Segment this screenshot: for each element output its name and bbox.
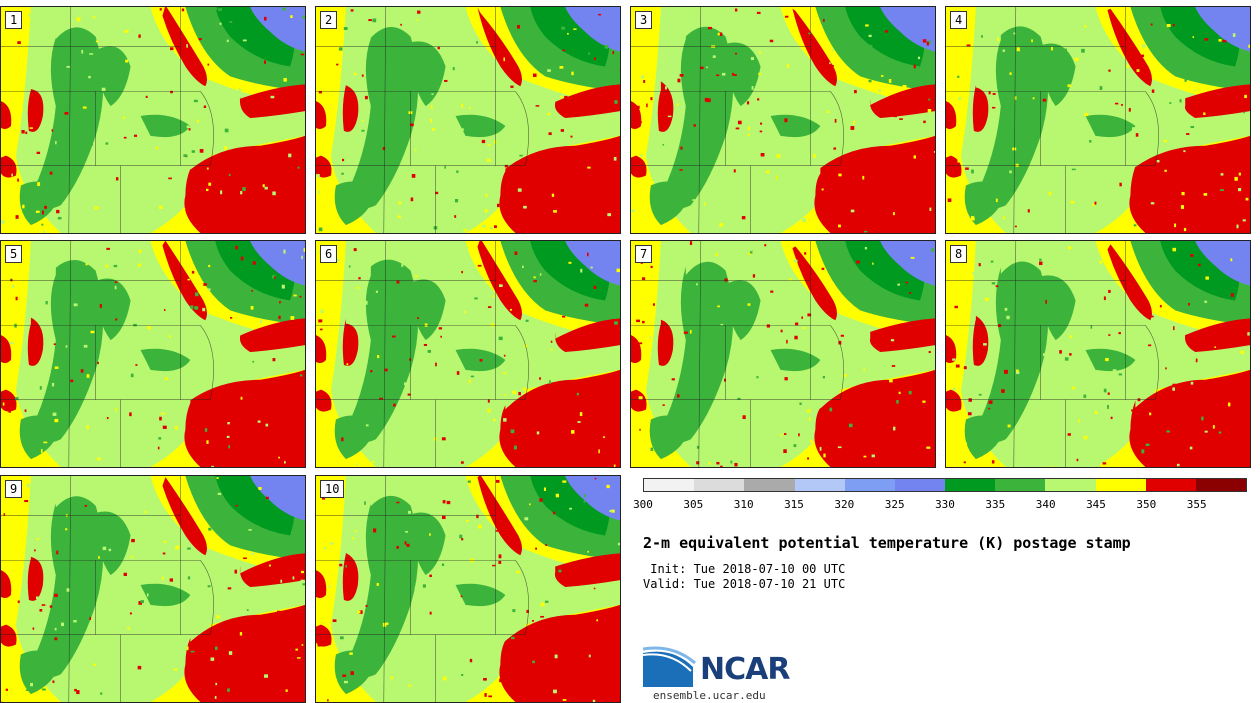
postage-stamp-panel-7: 7 — [630, 240, 936, 468]
postage-stamp-panel-3: 3 — [630, 6, 936, 234]
postage-stamp-panel-5: 5 — [0, 240, 306, 468]
time-info: Init: Tue 2018-07-10 00 UTC Valid: Tue 20… — [643, 562, 845, 592]
colorbar-swatch — [794, 479, 845, 491]
colorbar-swatch — [694, 479, 745, 491]
logo-url[interactable]: ensemble.ucar.edu — [653, 689, 766, 702]
colorbar-tick-label: 355 — [1186, 498, 1207, 511]
panel-label: 5 — [5, 245, 23, 263]
colorbar-swatch — [744, 479, 795, 491]
map-9 — [1, 476, 305, 702]
colorbar-swatch — [1195, 479, 1247, 491]
colorbar-tick-label: 300 — [633, 498, 653, 511]
colorbar-tick-label: 330 — [935, 498, 955, 511]
colorbar-tick-label: 345 — [1086, 498, 1106, 511]
colorbar-swatch — [1145, 479, 1196, 491]
colorbar-swatch — [1045, 479, 1096, 491]
panel-label: 9 — [5, 480, 23, 498]
colorbar-swatch — [945, 479, 996, 491]
map-7 — [631, 241, 935, 467]
map-1 — [1, 7, 305, 233]
colorbar-swatch — [894, 479, 946, 491]
colorbar-tick-label: 310 — [733, 498, 754, 511]
panel-label: 4 — [950, 11, 968, 29]
postage-stamp-panel-1: 1 — [0, 6, 306, 234]
colorbar-ticks: 300 305 310 315 320 325 330 335 340 345 350 355 — [633, 498, 1247, 514]
init-time: Init: Tue 2018-07-10 00 UTC — [643, 562, 846, 576]
panel-label: 10 — [320, 480, 345, 498]
colorbar-swatch — [1095, 479, 1146, 491]
panel-label: 2 — [320, 11, 338, 29]
postage-stamp-panel-2: 2 — [315, 6, 621, 234]
postage-stamp-panel-8: 8 — [945, 240, 1251, 468]
panel-label: 6 — [320, 245, 338, 263]
map-2 — [316, 7, 620, 233]
colorbar-tick-label: 340 — [1035, 498, 1056, 511]
map-10 — [316, 476, 620, 702]
map-5 — [1, 241, 305, 467]
panel-label: 8 — [950, 245, 968, 263]
colorbar-tick-label: 325 — [884, 498, 905, 511]
postage-stamp-panel-6: 6 — [315, 240, 621, 468]
page-title: 2-m equivalent potential temperature (K)… — [643, 534, 1131, 552]
map-6 — [316, 241, 620, 467]
panel-label: 1 — [5, 11, 23, 29]
colorbar-swatch — [844, 479, 895, 491]
postage-stamp-panel-9: 9 — [0, 475, 306, 703]
colorbar-tick-label: 315 — [784, 498, 804, 511]
colorbar-tick-label: 305 — [683, 498, 704, 511]
colorbar — [643, 478, 1247, 492]
map-3 — [631, 7, 935, 233]
colorbar-tick-label: 335 — [985, 498, 1006, 511]
colorbar-tick-label: 320 — [834, 498, 855, 511]
ncar-logo-text: NCAR — [700, 652, 790, 687]
colorbar-tick-label: 350 — [1136, 498, 1157, 511]
ncar-logo-icon — [643, 646, 696, 687]
map-8 — [946, 241, 1250, 467]
panel-label: 3 — [635, 11, 653, 29]
colorbar-swatch — [995, 479, 1046, 491]
panel-label: 7 — [635, 245, 653, 263]
map-4 — [946, 7, 1250, 233]
colorbar-swatch — [644, 479, 695, 491]
postage-stamp-panel-4: 4 — [945, 6, 1251, 234]
valid-time: Valid: Tue 2018-07-10 21 UTC — [643, 577, 846, 591]
postage-stamp-panel-10: 10 — [315, 475, 621, 703]
